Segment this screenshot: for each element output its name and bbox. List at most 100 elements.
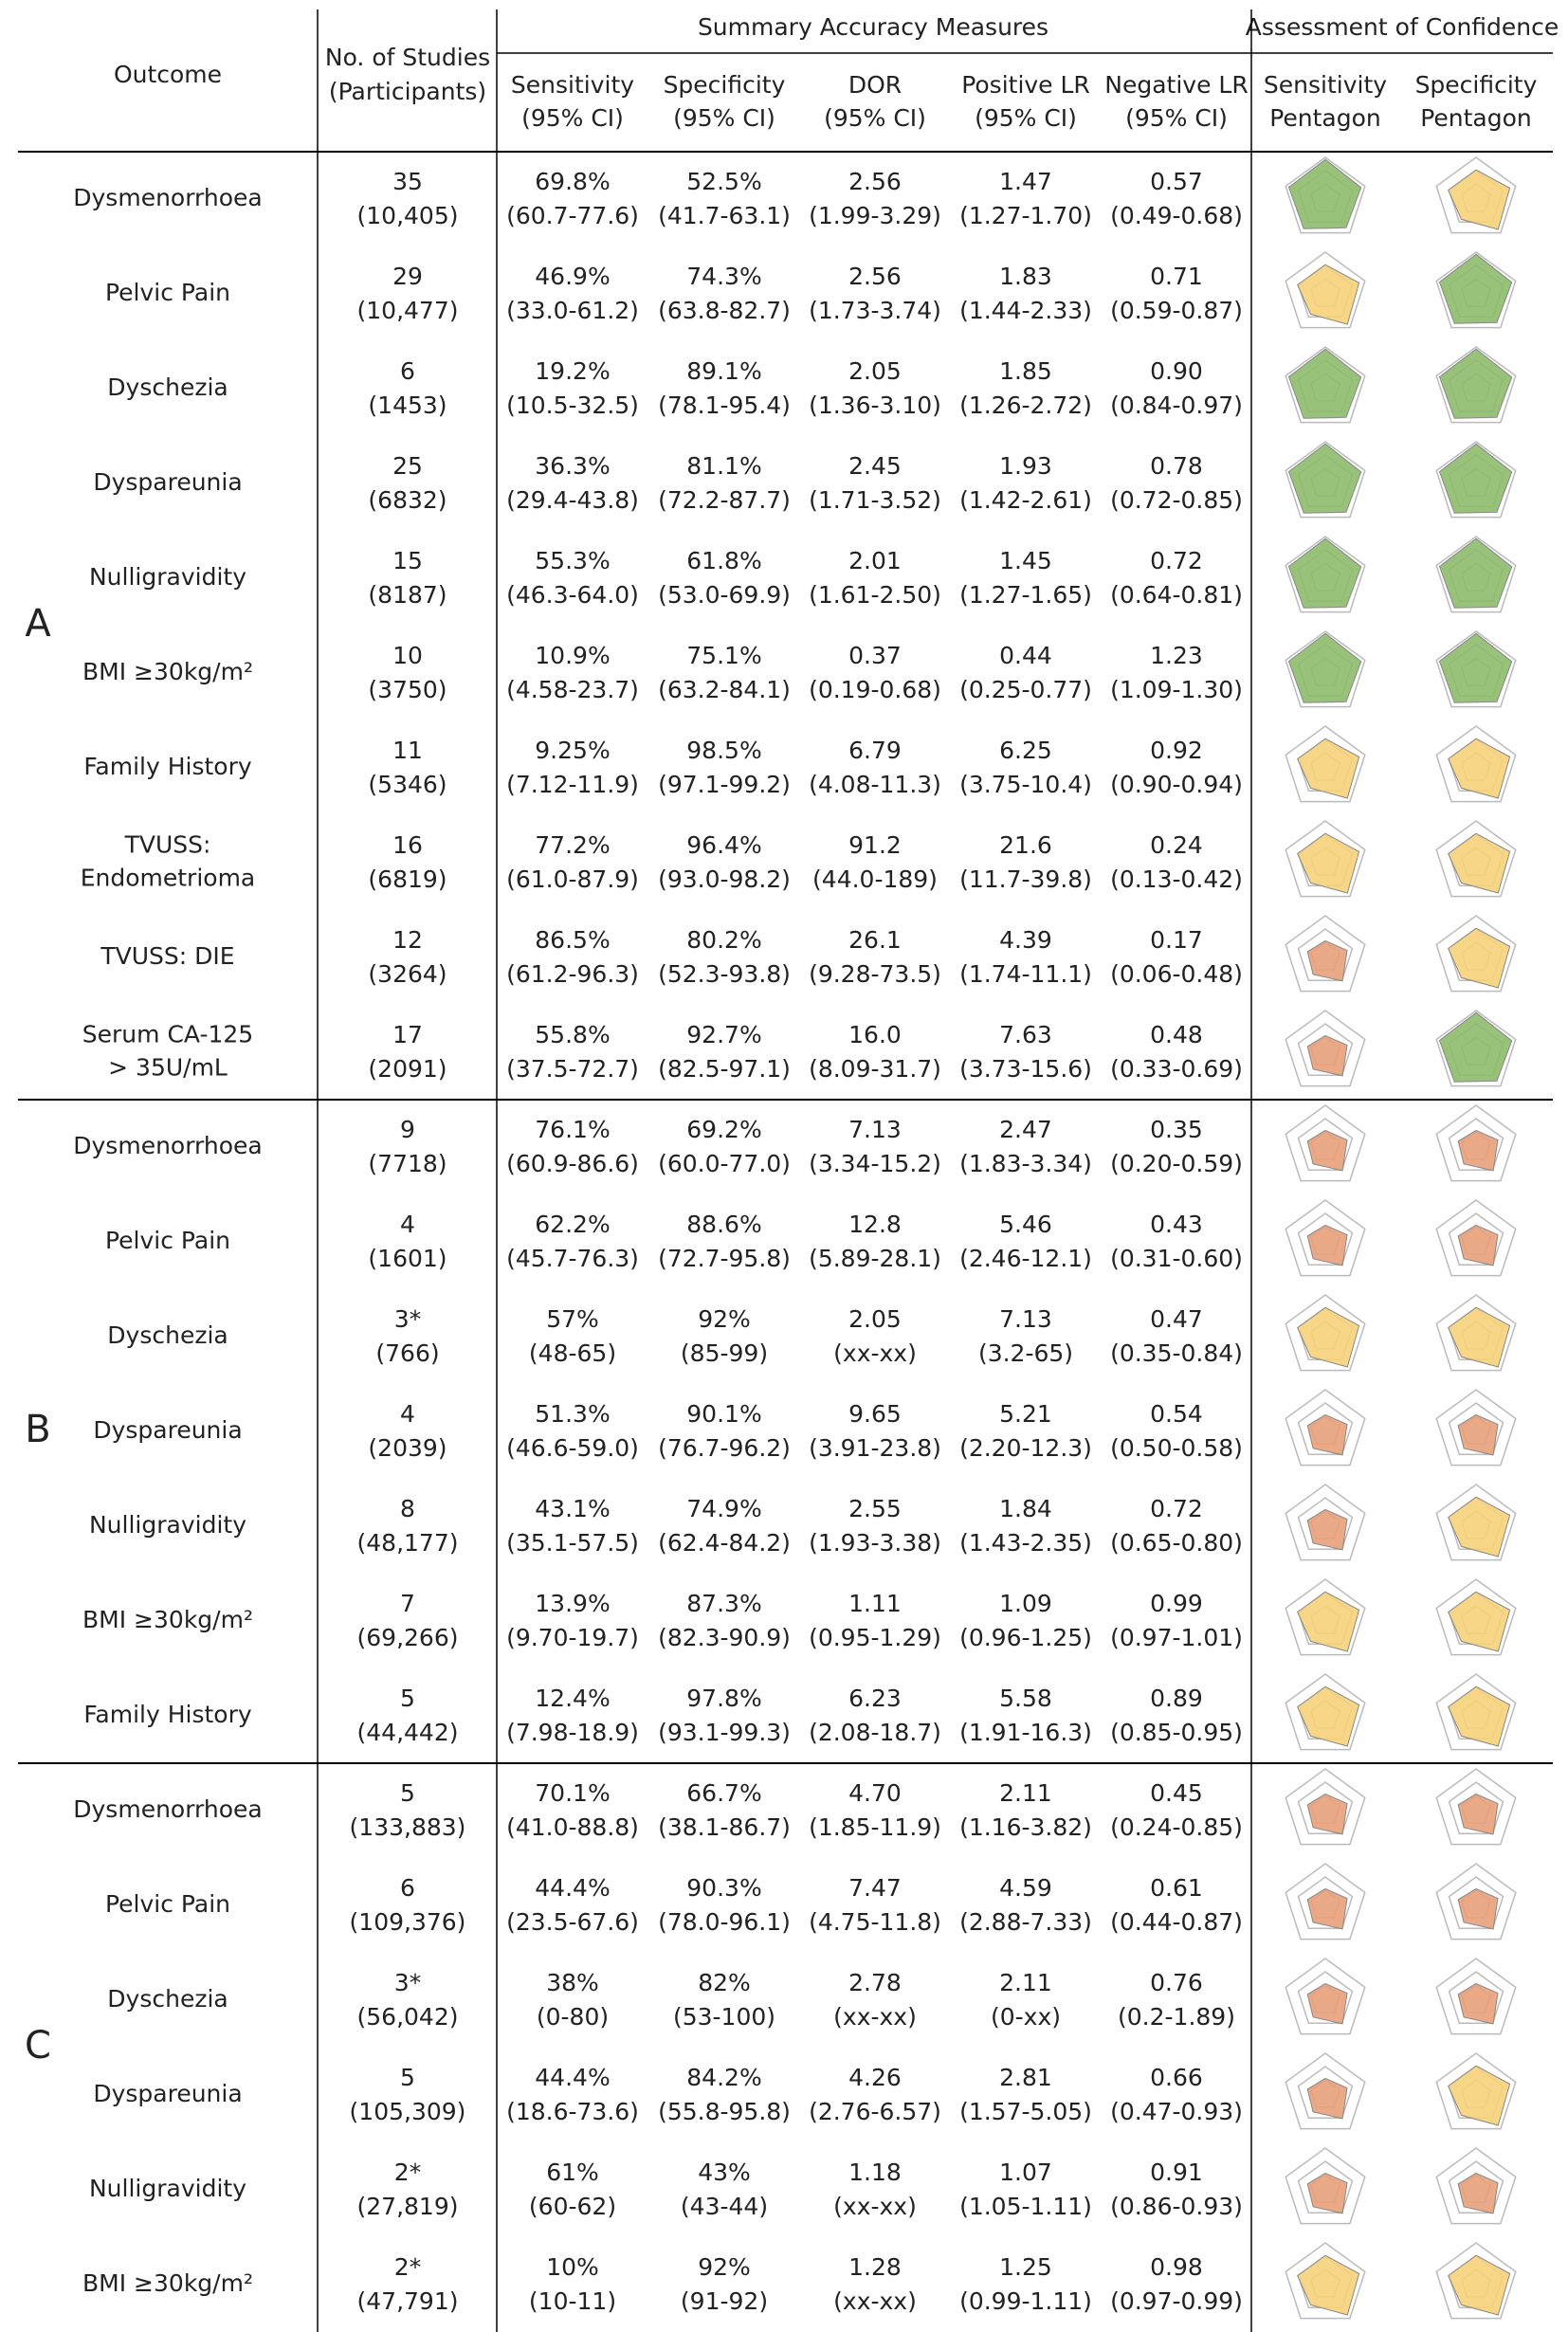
outcome: Dysmenorrhoea (73, 1132, 262, 1159)
cell: 74.9% (686, 1495, 761, 1522)
cell: (43-44) (681, 2193, 768, 2220)
cell: (1.83-3.34) (959, 1150, 1092, 1177)
cell: 6 (400, 357, 415, 385)
cell: (27,819) (357, 2193, 459, 2220)
pentagon-ring (1285, 346, 1366, 424)
cell: (0.2-1.89) (1118, 2003, 1235, 2031)
cell: (55.8-95.8) (658, 2098, 791, 2125)
cell: (0-xx) (991, 2003, 1061, 2031)
outcome: Serum CA-125 (82, 1021, 253, 1048)
column-header: DOR (848, 71, 902, 99)
cell: 55.8% (535, 1021, 610, 1048)
pentagon (1287, 632, 1362, 703)
cell: 4.70 (848, 1779, 902, 1807)
pentagon-ring (1285, 2147, 1366, 2225)
pentagon-ring (1448, 1971, 1504, 2025)
cell: (63.2-84.1) (658, 676, 791, 703)
outcome: Dyspareunia (93, 2080, 242, 2107)
cell: 21.6 (999, 831, 1052, 859)
cell: (0.44-0.87) (1110, 1908, 1243, 1936)
cell: 0.44 (999, 642, 1052, 669)
cell: 0.24 (1150, 831, 1203, 859)
cell: 1.28 (848, 2253, 902, 2281)
cell: (105,309) (350, 2098, 466, 2125)
cell: (0.47-0.93) (1110, 2098, 1243, 2125)
cell: (72.7-95.8) (658, 1245, 791, 1272)
cell: 2.01 (848, 547, 902, 574)
cell: 92.7% (686, 1021, 761, 1048)
cell: 5 (400, 1685, 415, 1712)
cell: 98.5% (686, 737, 761, 764)
cell: (1.42-2.61) (959, 486, 1092, 514)
pentagon (1297, 1591, 1360, 1652)
cell: (1.44-2.33) (959, 297, 1092, 324)
cell: (2.20-12.3) (959, 1434, 1092, 1462)
cell: 4.59 (999, 1874, 1052, 1902)
pentagon (1306, 1508, 1348, 1551)
cell: (0.72-0.85) (1110, 486, 1243, 514)
cell: 2.81 (999, 2064, 1052, 2091)
cell: 25 (392, 452, 423, 480)
cell: 2.56 (848, 168, 902, 195)
pentagon-ring (1297, 1118, 1354, 1172)
pentagon-ring (1285, 630, 1366, 708)
pentagon (1297, 2254, 1360, 2316)
pentagon-ring (1435, 1673, 1517, 1751)
cell: (0.84-0.97) (1110, 392, 1243, 419)
pentagon-ring (1297, 928, 1354, 982)
cell: (62.4-84.2) (658, 1529, 791, 1557)
cell: (91-92) (681, 2287, 768, 2315)
cell: (9.28-73.5) (809, 960, 941, 988)
cell: 7.47 (848, 1874, 902, 1902)
cell: 7.13 (999, 1305, 1052, 1333)
cell: 8 (400, 1495, 415, 1522)
column-header: Positive LR (961, 71, 1090, 99)
cell: (0.85-0.95) (1110, 1719, 1243, 1746)
pentagon (1287, 537, 1362, 609)
pentagon (1297, 1685, 1360, 1747)
cell: 9.25% (535, 737, 610, 764)
pentagon (1448, 2254, 1511, 2316)
cell: (97.1-99.2) (658, 771, 791, 798)
cell: (1.26-2.72) (959, 392, 1092, 419)
pentagon (1457, 1224, 1499, 1266)
cell: (60.0-77.0) (658, 1150, 791, 1177)
cell: (60-62) (529, 2193, 616, 2220)
cell: 19.2% (535, 357, 610, 385)
pentagon (1306, 1224, 1348, 1266)
outcome: Dyspareunia (93, 1416, 242, 1444)
cell: (48,177) (357, 1529, 459, 1557)
cell: 43.1% (535, 1495, 610, 1522)
cell: 1.47 (999, 168, 1052, 195)
pentagon-ring (1448, 2160, 1504, 2214)
cell: 81.1% (686, 452, 761, 480)
cell: (0.97-0.99) (1110, 2287, 1243, 2315)
cell: 4 (400, 1211, 415, 1238)
pentagon (1448, 1591, 1511, 1652)
cell: 2.05 (848, 1305, 902, 1333)
cell: (69,266) (357, 1624, 459, 1651)
cell: 69.8% (535, 168, 610, 195)
pentagon (1297, 1306, 1360, 1368)
cell: 0.89 (1150, 1685, 1203, 1712)
cell: 5.21 (999, 1400, 1052, 1428)
column-header: Specificity (664, 71, 786, 99)
pentagon-ring (1435, 1199, 1517, 1277)
cell: 43% (698, 2159, 751, 2186)
cell: (6819) (368, 865, 447, 893)
cell: 38% (546, 1969, 599, 1996)
cell: (52.3-93.8) (658, 960, 791, 988)
cell: 92% (698, 1305, 751, 1333)
cell: (41.7-63.1) (658, 202, 791, 229)
cell: (0.25-0.77) (959, 676, 1092, 703)
pentagon-ring (1435, 536, 1517, 613)
cell: (0.59-0.87) (1110, 297, 1243, 324)
pentagon-ring (1285, 2242, 1366, 2320)
cell: (0.90-0.94) (1110, 771, 1243, 798)
cell: (5.89-28.1) (809, 1245, 941, 1272)
cell: 97.8% (686, 1685, 761, 1712)
cell: 16.0 (848, 1021, 902, 1048)
outcome: Dysmenorrhoea (73, 1795, 262, 1823)
cell: (72.2-87.7) (658, 486, 791, 514)
group-label: A (25, 602, 51, 646)
